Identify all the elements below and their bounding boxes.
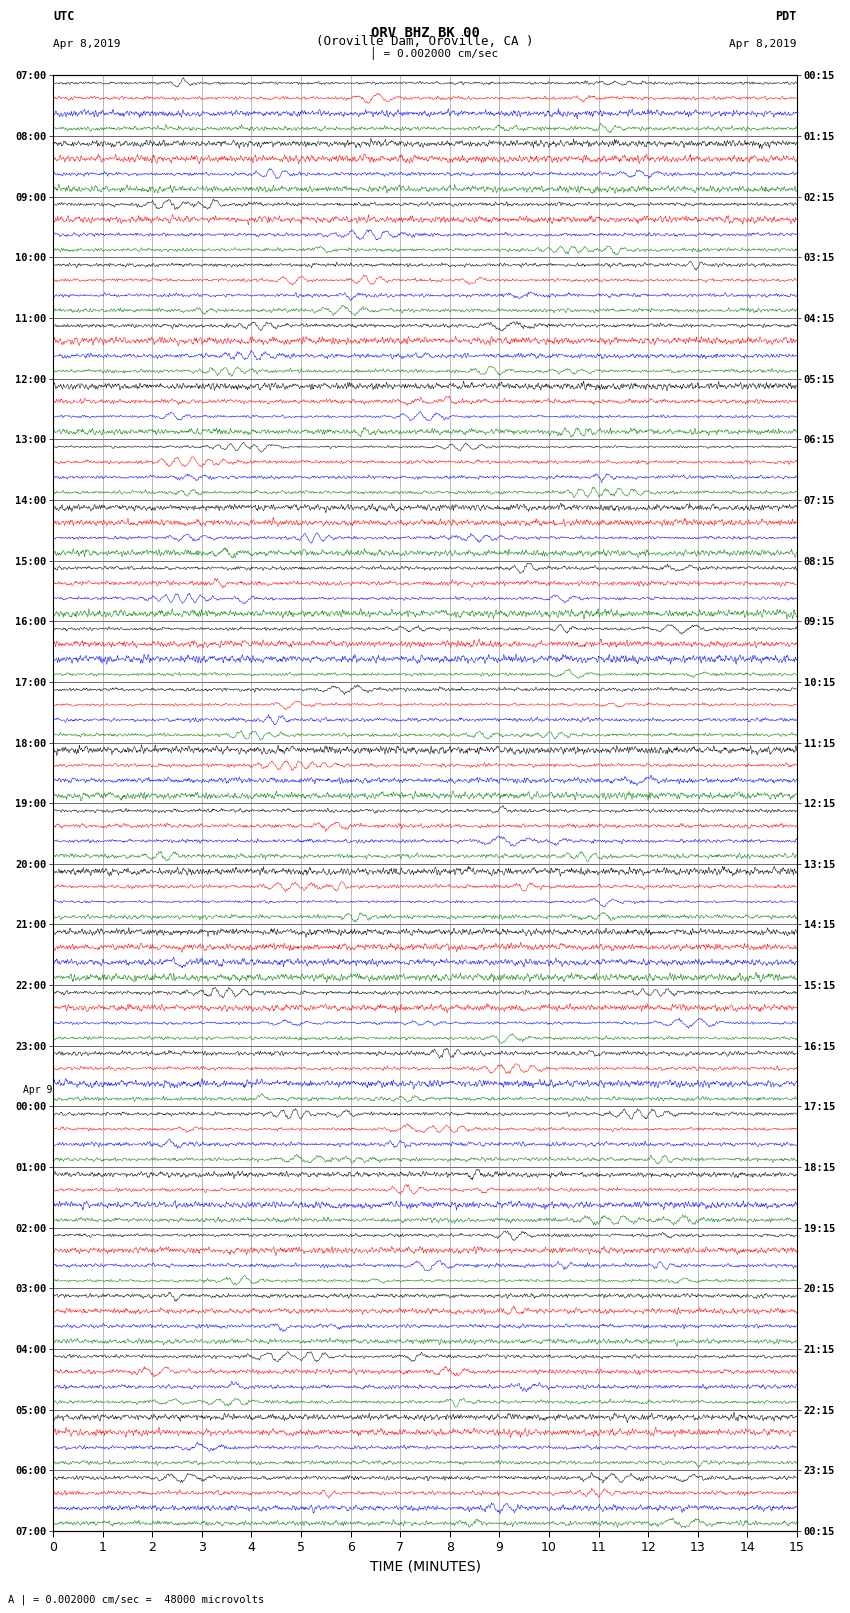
Text: (Oroville Dam, Oroville, CA ): (Oroville Dam, Oroville, CA ) (316, 35, 534, 48)
X-axis label: TIME (MINUTES): TIME (MINUTES) (370, 1560, 480, 1574)
Text: Apr 8,2019: Apr 8,2019 (54, 39, 121, 48)
Text: Apr 8,2019: Apr 8,2019 (729, 39, 796, 48)
Text: ORV BHZ BK 00: ORV BHZ BK 00 (371, 26, 479, 40)
Text: │ = 0.002000 cm/sec: │ = 0.002000 cm/sec (370, 47, 498, 60)
Text: PDT: PDT (775, 10, 796, 23)
Text: UTC: UTC (54, 10, 75, 23)
Text: A | = 0.002000 cm/sec =  48000 microvolts: A | = 0.002000 cm/sec = 48000 microvolts (8, 1594, 264, 1605)
Text: Apr 9: Apr 9 (23, 1086, 53, 1107)
